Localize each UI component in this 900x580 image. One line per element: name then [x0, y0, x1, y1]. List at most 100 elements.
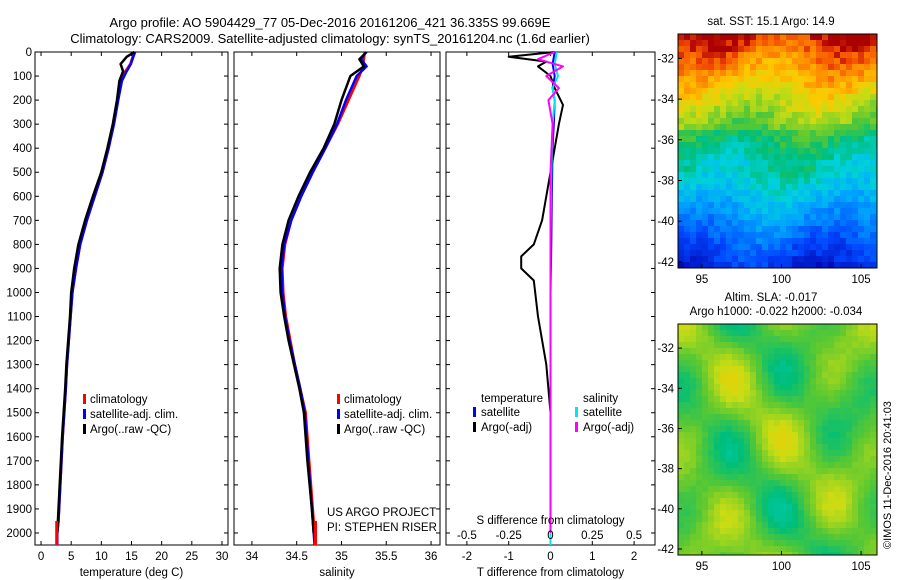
- sst-map-cell: [846, 106, 852, 112]
- sla-map-cell: [774, 402, 780, 408]
- sla-map-cell: [870, 462, 876, 468]
- sla-map-cell: [792, 504, 798, 510]
- sla-map-cell: [810, 432, 816, 438]
- sst-map-cell: [744, 46, 750, 52]
- sst-map-cell: [714, 214, 720, 220]
- sst-map-cell: [870, 76, 876, 82]
- sla-map-cell: [798, 492, 804, 498]
- sst-map-cell: [816, 232, 822, 238]
- sla-map-cell: [732, 510, 738, 516]
- sla-map-cell: [834, 372, 840, 378]
- sla-map-cell: [792, 354, 798, 360]
- sla-map-cell: [726, 462, 732, 468]
- sla-map-cell: [732, 420, 738, 426]
- sla-map-cell: [684, 342, 690, 348]
- sst-map-cell: [756, 46, 762, 52]
- sst-map-cell: [828, 262, 834, 268]
- sla-map-cell: [786, 480, 792, 486]
- sla-map-cell: [732, 432, 738, 438]
- sst-map-cell: [798, 94, 804, 100]
- sst-map-cell: [720, 214, 726, 220]
- sst-map-cell: [702, 172, 708, 178]
- sst-map-cell: [714, 154, 720, 160]
- sst-map-cell: [732, 112, 738, 118]
- sst-map-cell: [714, 130, 720, 136]
- sst-map-cell: [738, 178, 744, 184]
- sst-map-cell: [720, 184, 726, 190]
- sla-map-cell: [744, 384, 750, 390]
- sst-map-cell: [864, 190, 870, 196]
- sst-map-cell: [774, 52, 780, 58]
- sla-map-cell: [696, 390, 702, 396]
- sst-map-cell: [834, 250, 840, 256]
- sst-map-cell: [870, 208, 876, 214]
- sla-map-cell: [870, 438, 876, 444]
- sla-map-cell: [798, 384, 804, 390]
- sst-map-cell: [822, 166, 828, 172]
- sst-map-cell: [846, 172, 852, 178]
- sst-map-cell: [834, 142, 840, 148]
- sla-map-cell: [816, 462, 822, 468]
- sst-map-cell: [870, 46, 876, 52]
- sst-map-cell: [858, 136, 864, 142]
- sla-map-cell: [744, 516, 750, 522]
- sst-map-cell: [768, 106, 774, 112]
- sla-map-cell: [678, 510, 684, 516]
- sla-map-cell: [810, 384, 816, 390]
- sla-map-cell: [762, 468, 768, 474]
- sla-map-cell: [792, 420, 798, 426]
- sst-map-cell: [726, 130, 732, 136]
- sla-map-cell: [678, 408, 684, 414]
- sst-map-cell: [756, 238, 762, 244]
- sst-map-cell: [804, 214, 810, 220]
- sla-map-cell: [846, 486, 852, 492]
- sla-map-cell: [852, 486, 858, 492]
- sla-map-cell: [786, 408, 792, 414]
- sla-map-cell: [834, 450, 840, 456]
- sla-map-cell: [732, 546, 738, 552]
- sla-map-cell: [762, 522, 768, 528]
- sst-map-cell: [684, 148, 690, 154]
- sst-map-cell: [732, 82, 738, 88]
- sst-map-cell: [732, 178, 738, 184]
- sst-map-cell: [732, 214, 738, 220]
- sst-map-cell: [792, 70, 798, 76]
- sst-map-cell: [816, 70, 822, 76]
- sst-map-cell: [828, 76, 834, 82]
- sla-map-cell: [780, 414, 786, 420]
- sst-map-cell: [684, 184, 690, 190]
- sla-map-cell: [858, 516, 864, 522]
- sst-map-title: sat. SST: 15.1 Argo: 14.9: [707, 16, 834, 28]
- sst-map-cell: [714, 196, 720, 202]
- sla-map-cell: [822, 426, 828, 432]
- sst-map-cell: [798, 118, 804, 124]
- sla-map-cell: [726, 432, 732, 438]
- depth-ytick-label: 1600: [6, 432, 32, 444]
- diff-xtick-label: -1: [504, 551, 514, 563]
- sla-map-cell: [756, 480, 762, 486]
- sst-map-cell: [738, 232, 744, 238]
- sla-map-cell: [816, 450, 822, 456]
- sst-map-cell: [756, 232, 762, 238]
- sst-map-cell: [828, 172, 834, 178]
- sla-map-cell: [726, 522, 732, 528]
- sst-map-cell: [750, 76, 756, 82]
- sst-map-cell: [870, 250, 876, 256]
- sst-map-cell: [792, 160, 798, 166]
- sla-map-cell: [786, 504, 792, 510]
- sla-map-cell: [858, 330, 864, 336]
- sla-map-cell: [744, 396, 750, 402]
- sst-map-cell: [858, 106, 864, 112]
- sla-map-cell: [750, 540, 756, 546]
- sla-map-cell: [840, 336, 846, 342]
- sst-map-cell: [720, 46, 726, 52]
- sla-map-cell: [864, 522, 870, 528]
- sst-map-cell: [816, 226, 822, 232]
- sla-map-cell: [780, 324, 786, 330]
- sst-map-cell: [804, 154, 810, 160]
- sla-map-cell: [714, 480, 720, 486]
- sst-map-cell: [780, 46, 786, 52]
- sla-map-cell: [864, 402, 870, 408]
- sst-map-cell: [834, 148, 840, 154]
- sst-map-cell: [828, 58, 834, 64]
